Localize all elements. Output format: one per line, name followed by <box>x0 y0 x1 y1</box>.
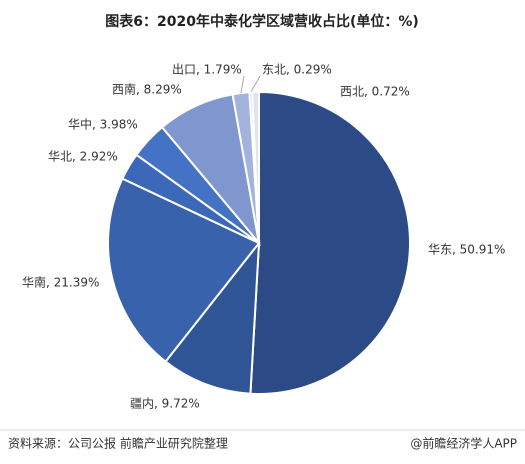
data-label: 华北, 2.92% <box>48 150 118 164</box>
data-label: 出口, 1.79% <box>172 63 242 77</box>
data-label: 东北, 0.29% <box>262 63 332 77</box>
data-label: 西北, 0.72% <box>340 85 410 99</box>
leader-line <box>250 75 261 93</box>
source: 资料来源：公司公报 前瞻产业研究院整理 <box>8 436 228 451</box>
credit: @前瞻经济学人APP <box>410 436 517 451</box>
data-label: 华南, 21.39% <box>22 275 99 290</box>
data-label: 疆内, 9.72% <box>130 397 200 411</box>
data-label: 华中, 3.98% <box>68 117 138 132</box>
pie-slice <box>251 90 260 244</box>
pie-slice <box>164 239 261 395</box>
data-label: 华东, 50.91% <box>428 243 505 257</box>
pie-slice <box>249 90 411 395</box>
data-label: 西南, 8.29% <box>112 82 182 97</box>
pie-slice <box>107 177 261 363</box>
chart-title: 图表6：2020年中泰化学区域营收占比(单位：%) <box>105 13 419 30</box>
leader-line <box>240 75 245 94</box>
